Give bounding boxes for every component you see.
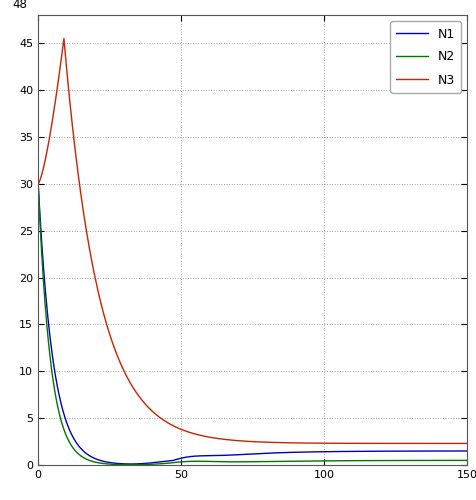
N3 (199, 432, 205, 438)
N3 (61, 36, 67, 42)
N1 (199, 453, 205, 459)
N2 (113, 462, 119, 468)
N1 (314, 449, 319, 455)
N3 (113, 350, 119, 356)
N1 (355, 448, 361, 454)
N1 (128, 461, 133, 467)
N3 (355, 440, 361, 446)
N1 (35, 180, 41, 186)
Text: 48: 48 (12, 0, 27, 10)
N1 (292, 450, 298, 456)
N3 (387, 440, 393, 446)
N2 (292, 458, 298, 464)
N1 (464, 448, 469, 454)
N2 (355, 458, 361, 464)
Line: N1: N1 (38, 184, 466, 464)
N2 (35, 180, 41, 186)
N1 (387, 448, 393, 454)
Legend: N1, N2, N3: N1, N2, N3 (389, 21, 460, 93)
Line: N3: N3 (38, 38, 466, 444)
N3 (292, 440, 298, 446)
N1 (113, 460, 119, 466)
N3 (35, 180, 41, 186)
N2 (128, 462, 134, 468)
Line: N2: N2 (38, 184, 466, 464)
N2 (314, 458, 319, 464)
N2 (464, 458, 469, 464)
N2 (199, 458, 205, 464)
N3 (464, 440, 469, 446)
N2 (387, 458, 393, 464)
N3 (314, 440, 319, 446)
